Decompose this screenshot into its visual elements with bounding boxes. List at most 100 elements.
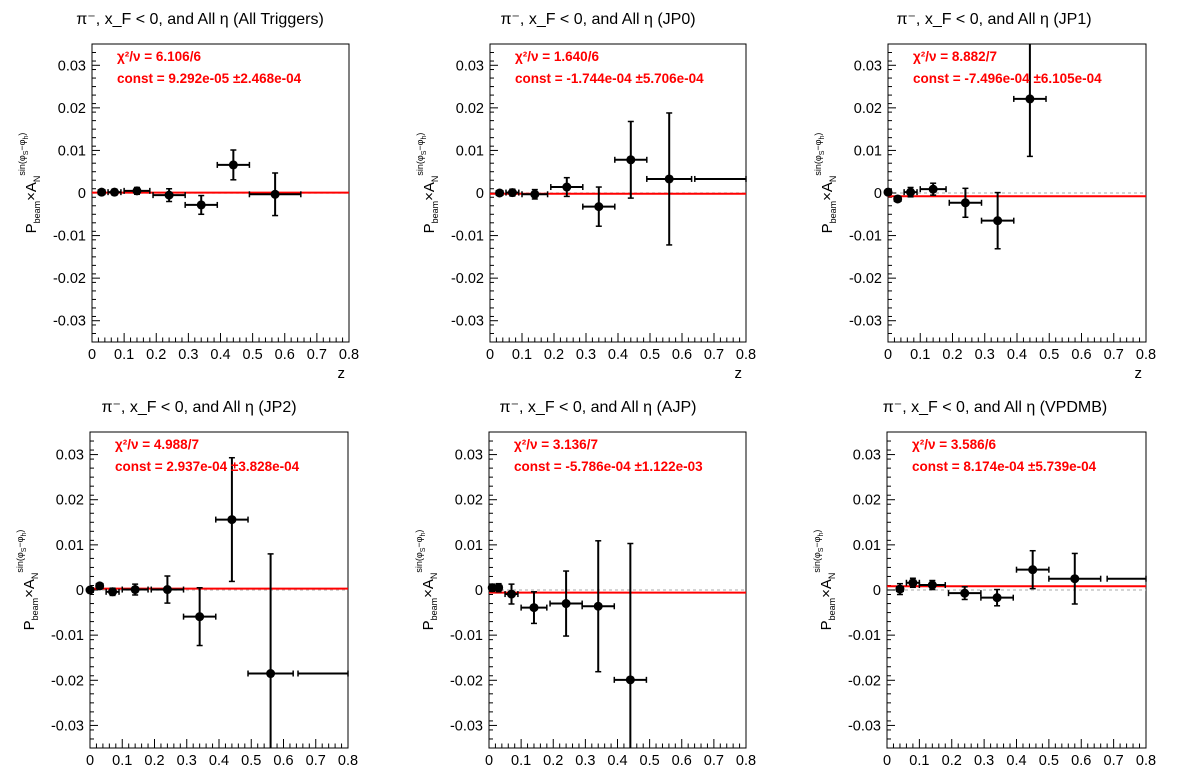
data-marker — [561, 599, 571, 609]
x-tick-label: 0.3 — [575, 753, 595, 769]
data-point — [520, 591, 548, 625]
y-axis-label: Pbeam×ANsin(φS−φh) — [812, 530, 837, 631]
y-tick-label: -0.02 — [848, 673, 881, 689]
y-tick-label: -0.01 — [53, 229, 86, 245]
y-tick-label: -0.01 — [848, 628, 881, 644]
x-tick-label: 0.4 — [608, 347, 628, 363]
data-point — [248, 172, 302, 217]
data-marker — [494, 583, 504, 593]
data-point — [85, 585, 95, 595]
data-point — [150, 575, 185, 604]
fit-const-text: const = 8.174e-04 ±5.739e-04 — [912, 459, 1097, 474]
y-tick-label: -0.01 — [450, 628, 483, 644]
data-marker — [130, 585, 140, 595]
x-tick-label: 0.1 — [511, 753, 531, 769]
y-tick-label: 0.03 — [56, 448, 84, 464]
data-point — [247, 553, 294, 748]
data-point — [216, 149, 251, 181]
y-tick-label: 0.01 — [456, 143, 484, 159]
x-tick-label: 0.4 — [210, 347, 230, 363]
x-tick-label: 0.1 — [114, 347, 134, 363]
data-marker — [108, 587, 118, 597]
data-marker — [109, 187, 119, 197]
data-marker — [927, 580, 937, 590]
fit-const-text: const = -5.786e-04 ±1.122e-03 — [514, 459, 703, 474]
data-point — [581, 540, 616, 673]
data-point — [505, 188, 520, 198]
data-marker — [162, 585, 172, 595]
fit-chi2-text: χ²/ν = 6.106/6 — [117, 49, 201, 64]
y-tick-label: 0.03 — [456, 58, 484, 74]
x-tick-label: 0.2 — [146, 347, 166, 363]
x-tick-label: 0.3 — [975, 347, 995, 363]
y-tick-label: -0.03 — [450, 718, 483, 734]
y-axis-label: Pbeam×ANsin(φS−φh) — [17, 133, 42, 234]
x-tick-label: 0.1 — [512, 347, 532, 363]
x-tick-label: 0.6 — [1071, 347, 1091, 363]
data-marker — [1025, 94, 1035, 104]
x-tick-label: 0.8 — [338, 753, 358, 769]
y-tick-label: 0.02 — [56, 493, 84, 509]
y-tick-label: -0.03 — [51, 718, 84, 734]
x-tick-label: 0.3 — [974, 753, 994, 769]
data-point — [1048, 552, 1102, 605]
x-tick-label: 0.7 — [704, 347, 724, 363]
data-marker — [992, 593, 1002, 603]
data-point — [107, 187, 122, 197]
data-marker — [1028, 565, 1038, 575]
data-marker — [97, 187, 107, 197]
data-marker — [227, 515, 237, 525]
data-point — [184, 194, 219, 216]
data-point — [1013, 44, 1047, 158]
x-tick-label: 0.2 — [543, 753, 563, 769]
x-tick-label: 0.8 — [1136, 347, 1156, 363]
x-tick-label: 0.1 — [909, 753, 929, 769]
data-point — [694, 175, 747, 182]
data-marker — [562, 182, 572, 192]
panel-6: π⁻, x_F < 0, and All η (VPDMB) 0 0.1 0.2 0.3… — [812, 399, 1156, 772]
data-point — [1106, 575, 1147, 582]
y-tick-label: -0.02 — [53, 271, 86, 287]
panel-3: π⁻, x_F < 0, and All η (JP1) 0 0.1 0.2 0.3 0.… — [813, 11, 1156, 382]
x-tick-label: 0 — [88, 347, 96, 363]
y-tick-label: -0.03 — [848, 718, 881, 734]
x-tick-label: 0.6 — [672, 347, 692, 363]
data-point — [905, 577, 921, 589]
x-tick-label: 0.4 — [209, 753, 229, 769]
data-point — [123, 186, 151, 196]
panel-title: π⁻, x_F < 0, and All η (VPDMB) — [883, 399, 1107, 416]
y-tick-label: 0.03 — [58, 58, 86, 74]
data-point — [215, 456, 249, 583]
x-tick-label: 0.8 — [1136, 753, 1156, 769]
data-point — [895, 582, 905, 596]
data-point — [893, 194, 903, 204]
data-point — [95, 581, 105, 591]
data-point — [494, 582, 504, 593]
x-tick-label: 0.4 — [1006, 753, 1026, 769]
panel-title: π⁻, x_F < 0, and All η (JP1) — [896, 11, 1091, 28]
y-tick-label: 0.02 — [456, 101, 484, 117]
y-axis-label: Pbeam×ANsin(φS−φh) — [813, 133, 838, 234]
data-point — [646, 112, 693, 246]
x-tick-label: 0.1 — [910, 347, 930, 363]
y-tick-label: -0.02 — [849, 271, 882, 287]
y-tick-label: 0 — [476, 186, 484, 202]
y-tick-label: 0.02 — [853, 493, 881, 509]
data-point — [550, 176, 584, 198]
data-point — [297, 670, 349, 677]
data-marker — [906, 187, 916, 197]
data-marker — [228, 160, 238, 170]
y-tick-label: 0 — [874, 186, 882, 202]
y-tick-label: 0.02 — [854, 101, 882, 117]
data-marker — [960, 588, 970, 598]
x-tick-label: 0.6 — [1071, 753, 1091, 769]
y-tick-label: 0.01 — [58, 143, 86, 159]
data-point — [152, 187, 186, 203]
data-point — [613, 542, 648, 748]
y-tick-label: -0.03 — [849, 314, 882, 330]
fit-const-text: const = -7.496e-04 ±6.105e-04 — [913, 71, 1102, 86]
data-point — [1015, 549, 1050, 590]
panel-1: π⁻, x_F < 0, and All η (All Triggers) 0 0.… — [17, 11, 359, 382]
y-tick-label: -0.01 — [849, 229, 882, 245]
